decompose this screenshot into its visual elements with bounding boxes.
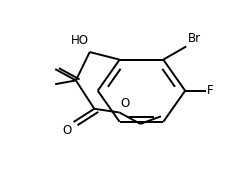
Text: O: O bbox=[120, 97, 129, 110]
Text: O: O bbox=[62, 124, 71, 137]
Text: HO: HO bbox=[70, 34, 88, 47]
Text: Br: Br bbox=[187, 33, 200, 45]
Text: F: F bbox=[206, 84, 213, 97]
